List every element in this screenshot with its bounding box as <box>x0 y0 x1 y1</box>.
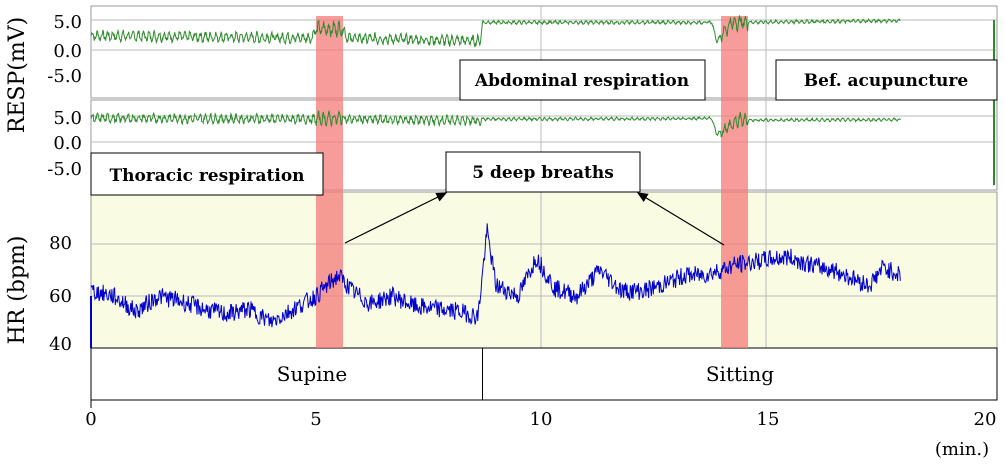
resp1-tick-0: 0.0 <box>53 41 82 62</box>
deep-breath-bands <box>316 16 748 348</box>
bef-acupuncture-label: Bef. acupuncture <box>804 71 969 91</box>
arrow-left <box>344 192 448 244</box>
arrow-right <box>636 192 725 246</box>
abdominal-respiration-label: Abdominal respiration <box>474 71 689 91</box>
traces-layer <box>90 15 995 348</box>
deep-breath-band-2 <box>721 16 748 348</box>
x-tick-0: 0 <box>85 409 96 430</box>
sitting-label: Sitting <box>706 362 774 386</box>
deep-breaths-box: 5 deep breaths <box>445 151 641 193</box>
resp1-tick-m5: -5.0 <box>47 66 82 87</box>
thoracic-respiration-trace <box>90 109 901 138</box>
hr-ylabel: HR (bpm) <box>5 236 30 345</box>
abdominal-respiration-box: Abdominal respiration <box>459 59 706 101</box>
deep-breaths-label: 5 deep breaths <box>472 163 614 183</box>
x-tick-20: 20 <box>974 409 997 430</box>
hr-tick-80: 80 <box>49 233 72 254</box>
resp1-tick-5: 5.0 <box>53 12 82 33</box>
supine-label: Supine <box>277 362 348 386</box>
thoracic-respiration-box: Thoracic respiration <box>90 152 324 196</box>
x-tick-10: 10 <box>530 409 553 430</box>
resp2-tick-m5: -5.0 <box>47 159 82 180</box>
hr-trace <box>90 223 901 328</box>
state-strip <box>90 347 998 401</box>
thoracic-respiration-label: Thoracic respiration <box>109 166 304 186</box>
hr-tick-60: 60 <box>49 286 72 307</box>
bef-acupuncture-box: Bef. acupuncture <box>775 59 998 101</box>
x-tick-5: 5 <box>310 409 321 430</box>
x-unit-label: (min.) <box>935 439 989 460</box>
abdominal-respiration-trace <box>90 15 901 48</box>
resp2-tick-0: 0.0 <box>53 133 82 154</box>
resp-ylabel: RESP(mV) <box>5 17 30 133</box>
hr-tick-40: 40 <box>49 334 72 355</box>
x-tick-15: 15 <box>757 409 780 430</box>
resp2-tick-5: 5.0 <box>53 108 82 129</box>
